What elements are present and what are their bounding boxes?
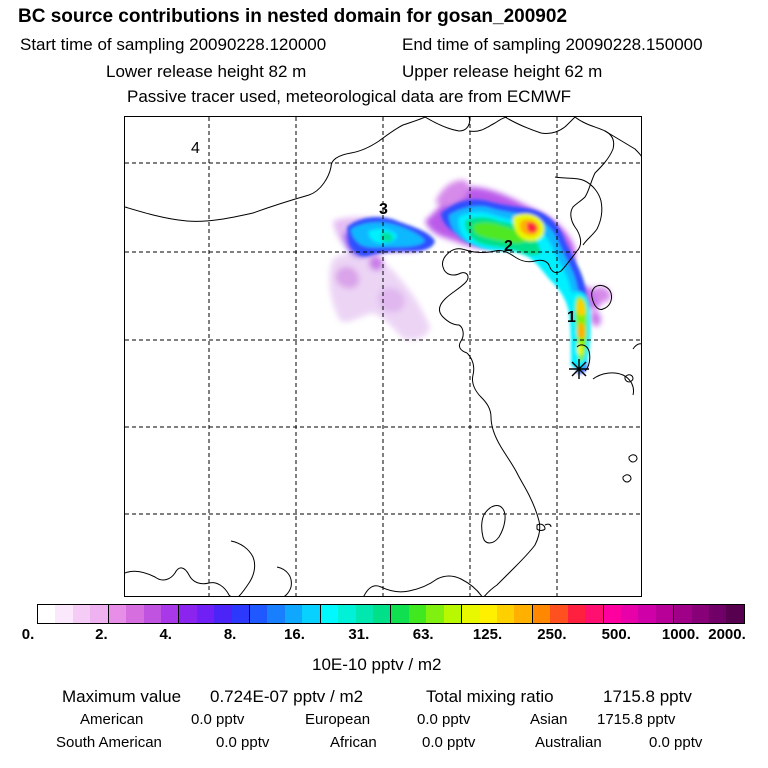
map-title: BC source contributions in nested domain… — [18, 6, 568, 27]
colorbar-segment — [108, 605, 127, 623]
total-mixing-label: Total mixing ratio — [426, 687, 554, 706]
colorbar-segment — [479, 605, 497, 623]
upper-release-height-label: Upper release height 62 m — [402, 62, 603, 81]
total-mixing-value: 1715.8 pptv — [603, 687, 692, 706]
south-american-value: 0.0 pptv — [216, 734, 270, 751]
map-canvas: 4 3 2 1 — [125, 117, 641, 596]
colorbar-segment — [691, 605, 710, 623]
asian-value: 1715.8 pptv — [597, 711, 676, 728]
colorbar-tick-label: 250. — [537, 626, 567, 643]
colorbar-tick-label: 4. — [159, 626, 172, 643]
end-time-label: End time of sampling 20090228.150000 — [402, 35, 703, 54]
colorbar-segment — [38, 605, 56, 623]
colorbar-tick-label: 2. — [95, 626, 108, 643]
tracer-note: Passive tracer used, meteorological data… — [127, 87, 572, 106]
colorbar-segment — [391, 605, 409, 623]
colorbar-segment — [709, 605, 727, 623]
african-value: 0.0 pptv — [422, 734, 476, 751]
colorbar-segment — [620, 605, 639, 623]
colorbar-segment — [160, 605, 180, 623]
colorbar-segment — [72, 605, 91, 623]
colorbar-tick-label: 8. — [223, 626, 237, 643]
colorbar-tick-label: 0. — [21, 626, 35, 643]
colorbar-segment — [284, 605, 303, 623]
colorbar — [37, 604, 745, 624]
colorbar-tick-label: 63. — [412, 626, 434, 643]
colorbar-segment — [338, 605, 356, 623]
colorbar-tick-label: 125. — [472, 626, 503, 643]
colorbar-segment — [603, 605, 621, 623]
colorbar-tick-label: 2000. — [708, 626, 746, 643]
colorbar-segment — [585, 605, 604, 623]
colorbar-tick-label: 1000. — [661, 626, 700, 643]
american-label: American — [80, 711, 144, 728]
colorbar-segment — [196, 605, 215, 623]
colorbar-segment — [655, 605, 675, 623]
colorbar-segment — [408, 605, 427, 623]
lower-release-height-label: Lower release height 82 m — [106, 62, 307, 81]
colorbar-segment — [496, 605, 515, 623]
colorbar-segment — [443, 605, 463, 623]
colorbar-tick-label: 16. — [284, 626, 305, 643]
colorbar-segment — [126, 605, 144, 623]
colorbar-segment — [250, 605, 268, 623]
colorbar-tick-label: 500. — [601, 626, 631, 643]
max-value-label: Maximum value — [62, 687, 182, 706]
colorbar-segment — [214, 605, 232, 623]
colorbar-segment — [355, 605, 374, 623]
colorbar-segment — [550, 605, 568, 623]
colorbar-segment — [674, 605, 692, 623]
map-panel: 4 3 2 1 — [124, 116, 642, 597]
colorbar-segment — [514, 605, 533, 623]
colorbar-segment — [638, 605, 656, 623]
grid-layer — [125, 117, 641, 596]
colorbar-segment — [320, 605, 339, 623]
south-american-label: South American — [56, 734, 162, 751]
colorbar-segment — [567, 605, 586, 623]
asian-label: Asian — [530, 711, 568, 728]
colorbar-tick-label: 31. — [348, 626, 370, 643]
european-value: 0.0 pptv — [417, 711, 471, 728]
colorbar-segment — [90, 605, 109, 623]
colorbar-segment — [726, 605, 744, 623]
european-label: European — [305, 711, 371, 728]
colorbar-segment — [532, 605, 551, 623]
max-value: 0.724E-07 pptv / m2 — [210, 687, 364, 706]
start-time-label: Start time of sampling 20090228.120000 — [20, 35, 327, 54]
region-label-2: 2 — [504, 238, 513, 255]
australian-label: Australian — [535, 734, 602, 751]
colorbar-unit: 10E-10 pptv / m2 — [312, 655, 442, 674]
american-value: 0.0 pptv — [191, 711, 245, 728]
region-label-3: 3 — [379, 201, 388, 218]
african-label: African — [330, 734, 377, 751]
asterisk-star-icon — [569, 359, 589, 379]
colorbar-segment — [302, 605, 321, 623]
region-label-1: 1 — [567, 309, 576, 326]
australian-value: 0.0 pptv — [649, 734, 703, 751]
coastline-layer — [125, 117, 641, 596]
colorbar-segment — [462, 605, 480, 623]
colorbar-segment — [55, 605, 73, 623]
colorbar-segment — [179, 605, 197, 623]
colorbar-segment — [231, 605, 251, 623]
colorbar-segment — [267, 605, 285, 623]
colorbar-segment — [143, 605, 161, 623]
colorbar-segment — [373, 605, 392, 623]
region-label-4: 4 — [191, 140, 200, 157]
colorbar-segment — [426, 605, 444, 623]
